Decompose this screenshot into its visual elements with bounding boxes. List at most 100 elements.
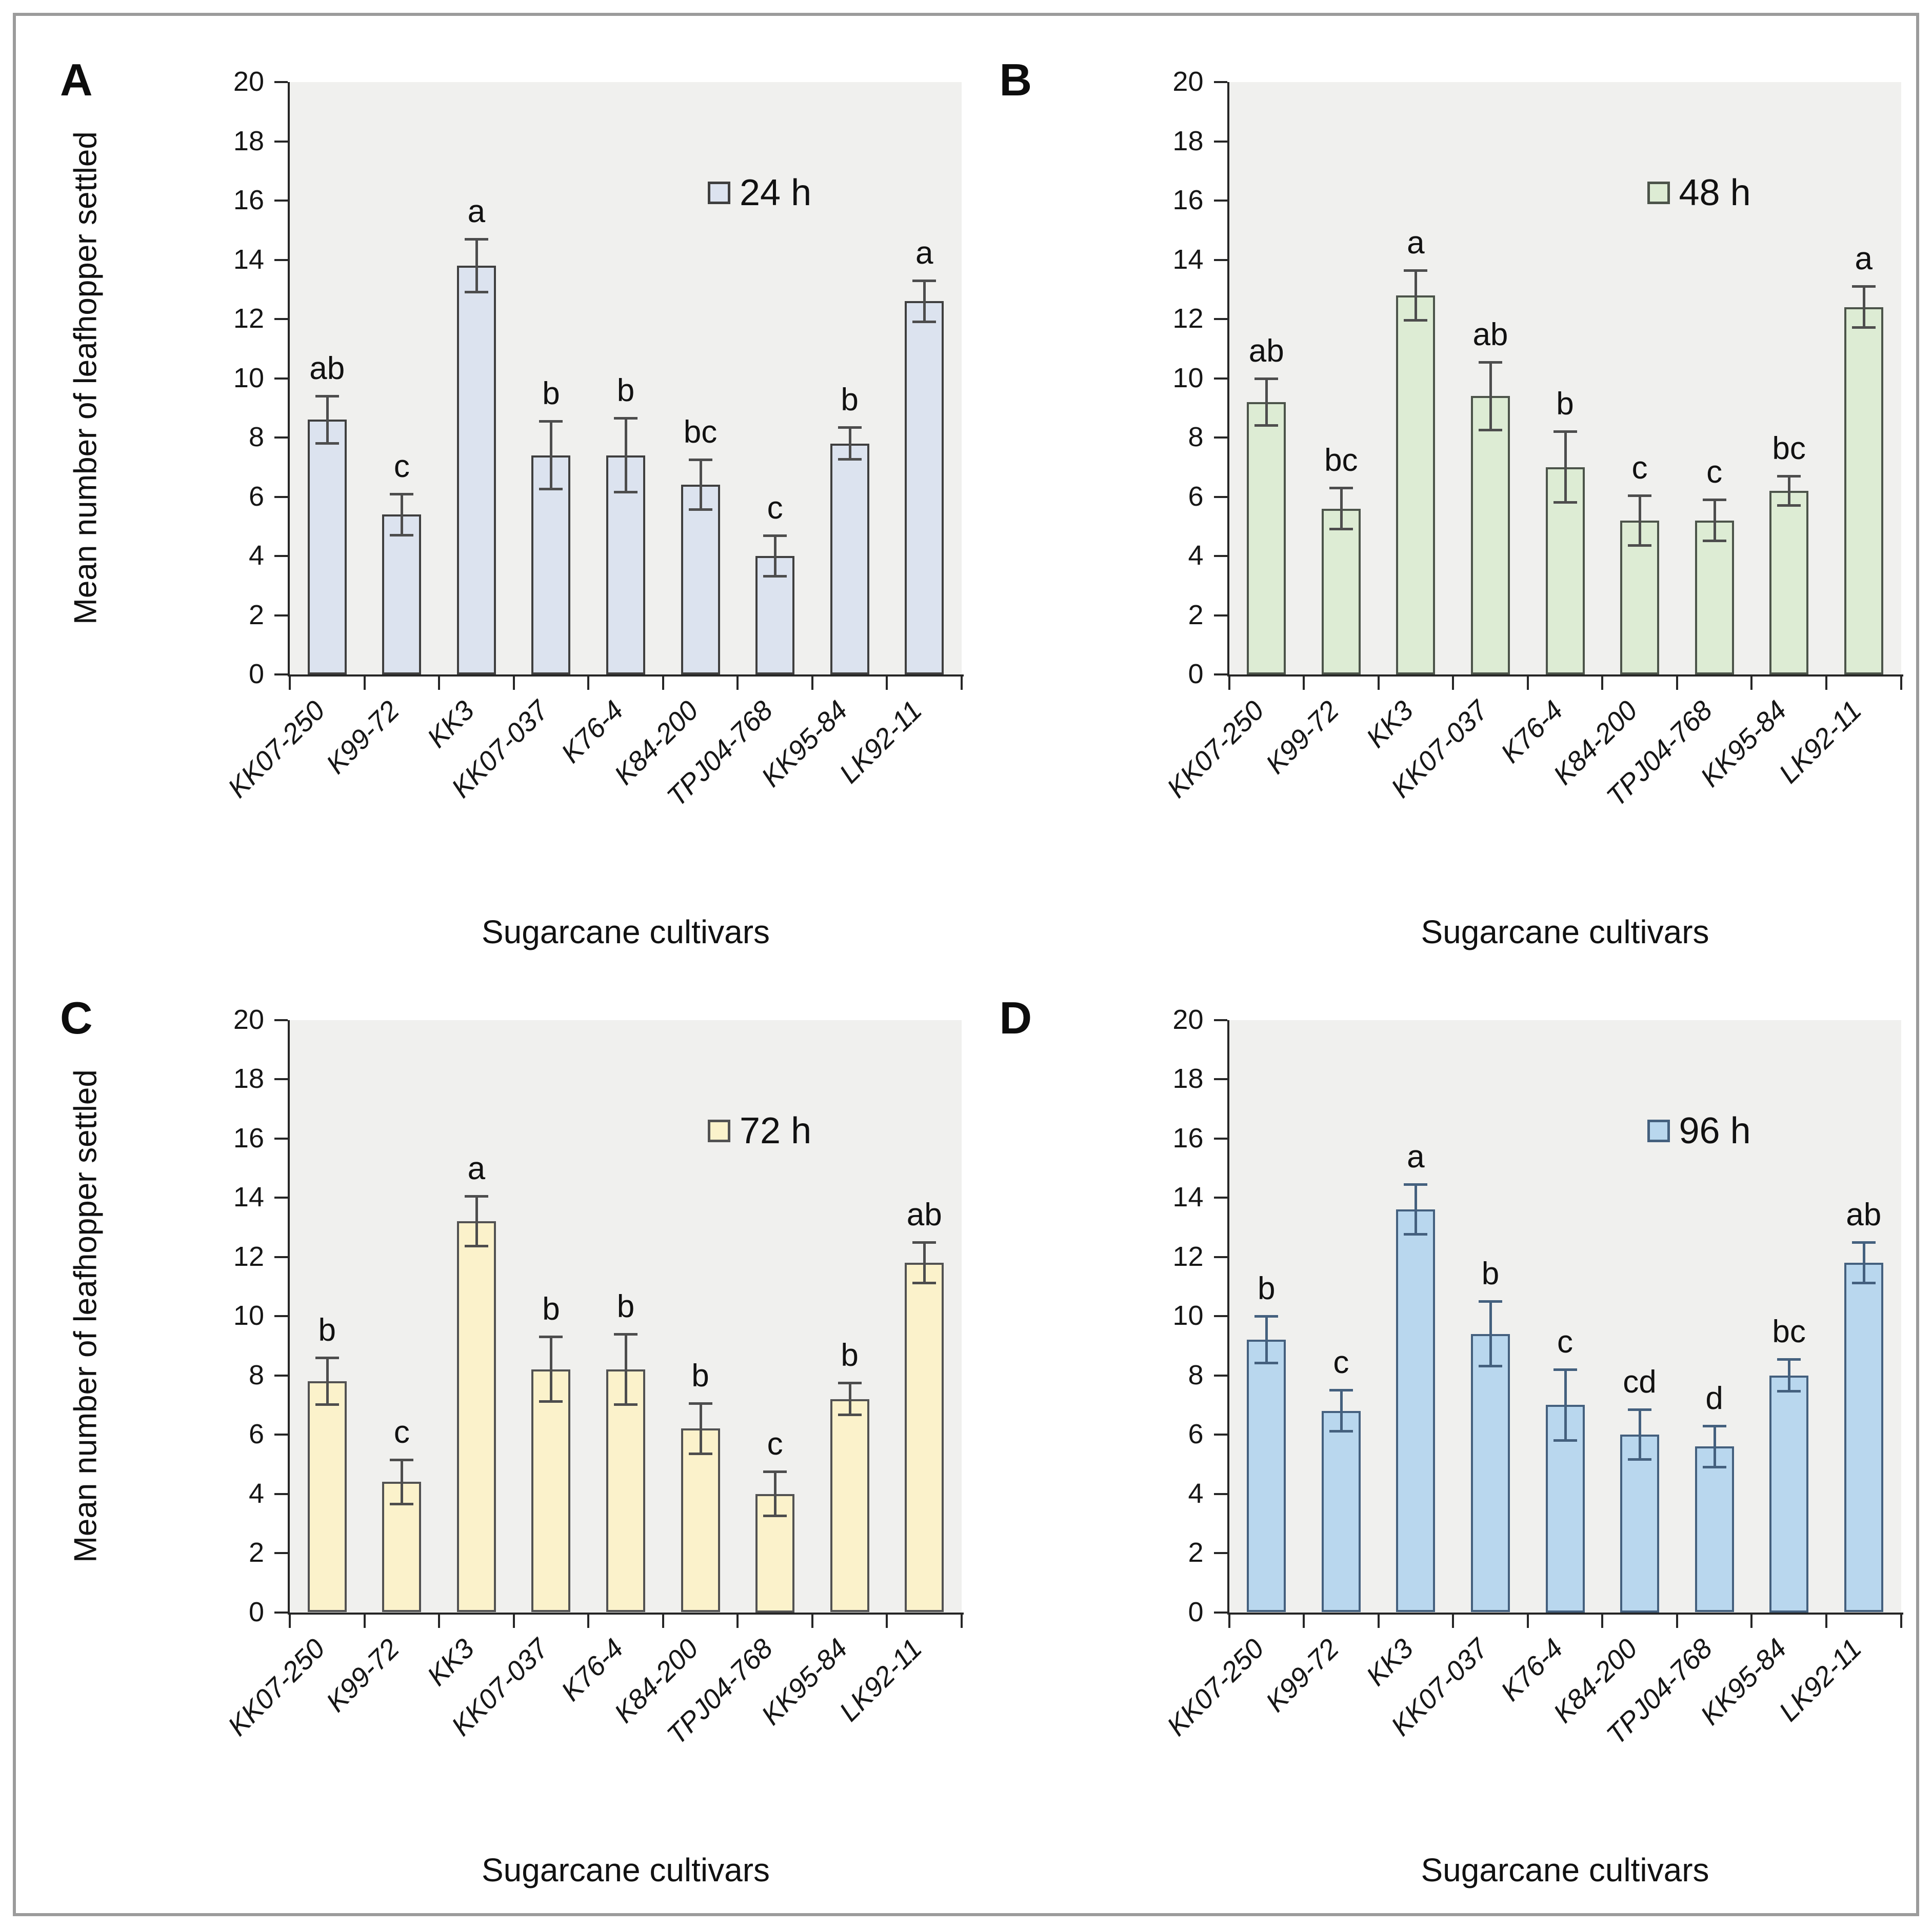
error-bar-top-cap [1702, 1424, 1726, 1427]
x-tick [1377, 677, 1380, 690]
panel-a: A Mean number of leafhopper settled 24 h… [33, 33, 973, 971]
bar [1545, 467, 1585, 674]
x-tick [886, 677, 888, 690]
x-tick [512, 677, 515, 690]
x-tick [811, 1614, 813, 1628]
error-bar-bottom-cap [390, 533, 414, 536]
error-bar-bottom-cap [912, 1282, 937, 1285]
y-tick-label: 20 [1172, 1004, 1204, 1035]
x-tick [736, 677, 739, 690]
x-tick [1526, 1614, 1529, 1628]
y-tick [1213, 1078, 1227, 1080]
significance-letter: ab [1472, 316, 1508, 352]
significance-letter: b [542, 1291, 560, 1327]
y-tick-label: 2 [248, 1537, 264, 1568]
error-bar-top-cap [1254, 377, 1279, 380]
panel-letter: D [999, 992, 1032, 1043]
error-bar-bottom-cap [1851, 1282, 1876, 1285]
x-tick [811, 677, 813, 690]
y-axis-title: Mean number of leafhopper settled [68, 1069, 104, 1563]
bar [1695, 520, 1734, 674]
y-tick-label: 0 [1188, 1596, 1204, 1627]
x-tick [587, 677, 590, 690]
y-tick [274, 436, 288, 439]
x-tick [736, 1614, 739, 1628]
error-bar-top-cap [838, 426, 862, 429]
x-tick [1676, 677, 1678, 690]
error-bar-bottom-cap [1254, 1362, 1279, 1365]
error-bar [923, 1242, 926, 1284]
significance-letter: bc [1324, 443, 1358, 479]
significance-letter: a [1407, 1139, 1425, 1175]
x-axis-line [1227, 674, 1903, 677]
error-bar-bottom-cap [1628, 544, 1652, 547]
bar [1844, 1263, 1883, 1613]
y-tick [1213, 200, 1227, 202]
panel-c: C Mean number of leafhopper settled 72 h… [33, 971, 973, 1910]
error-bar [1415, 270, 1418, 321]
y-axis-title: Mean number of leafhopper settled [68, 131, 104, 625]
error-bar-top-cap [390, 492, 414, 495]
significance-letter: ab [309, 351, 345, 387]
y-tick-label: 8 [248, 422, 264, 452]
error-bar [848, 427, 851, 460]
y-tick-label: 0 [248, 1596, 264, 1627]
error-bar [1713, 1425, 1716, 1467]
bar [905, 301, 944, 674]
error-bar-top-cap [539, 1336, 563, 1339]
error-bar-bottom-cap [614, 1403, 638, 1406]
x-tick [587, 1614, 590, 1628]
error-bar [326, 396, 329, 444]
x-tick [438, 677, 441, 690]
x-tick [1526, 677, 1529, 690]
y-tick [274, 1078, 288, 1080]
y-tick-label: 18 [1172, 125, 1204, 156]
y-tick [1213, 614, 1227, 617]
y-tick [1213, 1137, 1227, 1140]
error-bar-bottom-cap [1702, 1465, 1726, 1468]
y-tick-label: 8 [1188, 1359, 1204, 1390]
y-tick-label: 12 [233, 1241, 264, 1272]
x-axis-line [1227, 1612, 1903, 1615]
x-tick [1825, 677, 1827, 690]
error-bar [699, 1403, 702, 1454]
error-bar-bottom-cap [1702, 540, 1726, 543]
error-bar-bottom-cap [315, 442, 339, 445]
y-tick-label: 2 [248, 599, 264, 630]
y-tick-label: 18 [1172, 1063, 1204, 1094]
y-tick-label: 12 [1172, 303, 1204, 334]
y-tick-label: 20 [1172, 66, 1204, 97]
panel-letter: C [60, 992, 93, 1043]
y-tick-label: 8 [1188, 422, 1204, 452]
error-bar-bottom-cap [1553, 501, 1577, 504]
significance-letter: a [915, 235, 933, 271]
error-bar-top-cap [838, 1381, 862, 1384]
significance-letter: b [691, 1358, 709, 1394]
y-tick [274, 200, 288, 202]
error-bar [1713, 500, 1716, 542]
y-tick [274, 555, 288, 557]
error-bar-bottom-cap [539, 488, 563, 491]
legend-label: 96 h [1679, 1110, 1751, 1151]
y-tick [1213, 377, 1227, 380]
legend-swatch-icon [1647, 182, 1670, 204]
error-bar-bottom-cap [539, 1400, 563, 1403]
error-bar-top-cap [1553, 1368, 1577, 1371]
significance-letter: c [767, 1426, 783, 1462]
error-bar [1489, 362, 1492, 430]
x-tick [289, 1614, 291, 1628]
bar [1470, 1334, 1510, 1613]
error-bar [1639, 1409, 1642, 1460]
legend-swatch-icon [708, 182, 730, 204]
y-tick-label: 8 [248, 1359, 264, 1390]
error-bar [848, 1382, 851, 1416]
error-bar-top-cap [1777, 1358, 1801, 1361]
significance-letter: b [318, 1312, 336, 1348]
y-tick [274, 1019, 288, 1021]
x-tick [1676, 1614, 1678, 1628]
bar [307, 420, 347, 674]
y-tick-label: 4 [248, 540, 264, 571]
error-bar-top-cap [1478, 361, 1502, 364]
y-tick [1213, 673, 1227, 675]
error-bar-top-cap [1404, 269, 1428, 272]
